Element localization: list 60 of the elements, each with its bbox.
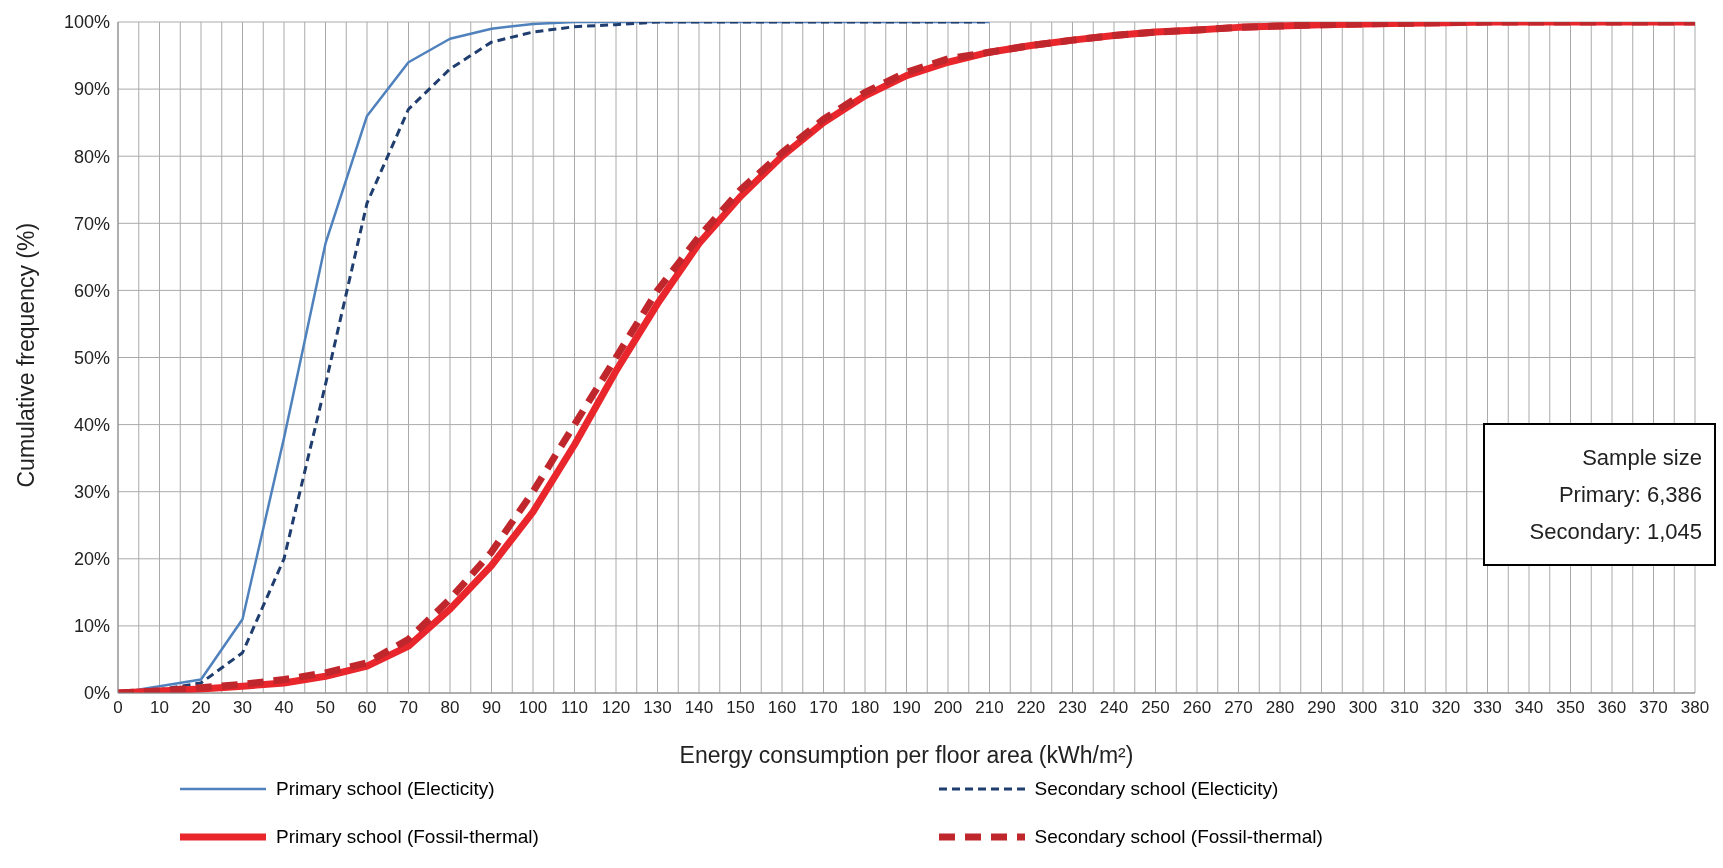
x-tick-label: 30 — [233, 698, 252, 718]
legend-label: Primary school (Electicity) — [276, 778, 495, 800]
x-tick-label: 230 — [1058, 698, 1087, 718]
annotation: Sample size — [1581, 444, 1702, 472]
x-tick-label: 370 — [1639, 698, 1668, 718]
note-box: Sample size Primary: 6,386 Secondary: 1,045 — [1483, 423, 1716, 566]
x-tick-label: 40 — [274, 698, 294, 718]
x-tick-label: 240 — [1099, 698, 1129, 718]
y-tick-label: 10% — [73, 616, 110, 637]
annotation: Primary: 6,386 — [1557, 481, 1702, 509]
y-tick-label: 0% — [83, 683, 110, 704]
x-tick-label: 330 — [1473, 698, 1502, 718]
x-tick-label: 140 — [684, 698, 714, 718]
y-tick-label: 90% — [73, 79, 110, 100]
x-tick-label: 180 — [850, 698, 880, 718]
y-tick-label: 70% — [73, 213, 110, 234]
x-tick-label: 100 — [518, 698, 548, 718]
x-tick-label: 290 — [1307, 698, 1336, 718]
y-tick-label: 100% — [63, 12, 110, 33]
y-axis-title: Cumulative frequency (%) — [13, 222, 40, 488]
annotation: Secondary: 1,045 — [1528, 518, 1702, 546]
x-tick-label: 340 — [1514, 698, 1544, 718]
x-tick-label: 90 — [482, 698, 501, 718]
x-tick-label: 170 — [809, 698, 838, 718]
x-tick-label: 190 — [892, 698, 921, 718]
y-tick-label: 80% — [73, 146, 110, 167]
x-tick-label: 310 — [1390, 698, 1419, 718]
x-tick-label: 70 — [399, 698, 418, 718]
x-tick-label: 10 — [150, 698, 169, 718]
y-tick-label: 60% — [73, 280, 110, 301]
x-tick-label: 200 — [933, 698, 963, 718]
x-tick-label: 250 — [1141, 698, 1170, 718]
y-tick-label: 50% — [73, 347, 110, 368]
x-tick-label: 220 — [1016, 698, 1046, 718]
x-tick-label: 300 — [1348, 698, 1378, 718]
y-tick-label: 40% — [73, 414, 110, 435]
x-tick-label: 280 — [1265, 698, 1295, 718]
x-tick-label: 110 — [560, 698, 589, 718]
x-tick-label: 270 — [1224, 698, 1253, 718]
y-tick-label: 30% — [73, 482, 110, 503]
x-tick-label: 120 — [601, 698, 631, 718]
x-axis-title: Energy consumption per floor area (kWh/m²) — [679, 742, 1134, 768]
legend-label: Primary school (Fossil-thermal) — [276, 826, 539, 848]
x-tick-label: 380 — [1680, 698, 1710, 718]
x-tick-label: 130 — [643, 698, 672, 718]
x-tick-label: 210 — [975, 698, 1004, 718]
x-tick-label: 150 — [726, 698, 755, 718]
x-tick-label: 260 — [1182, 698, 1212, 718]
x-tick-label: 80 — [440, 698, 460, 718]
x-tick-label: 350 — [1556, 698, 1585, 718]
x-tick-label: 60 — [357, 698, 377, 718]
legend-label: Secondary school (Fossil-thermal) — [1034, 826, 1323, 848]
x-tick-label: 160 — [767, 698, 797, 718]
x-tick-label: 50 — [316, 698, 335, 718]
x-tick-label: 320 — [1431, 698, 1461, 718]
x-tick-label: 360 — [1597, 698, 1627, 718]
x-tick-label: 20 — [191, 698, 211, 718]
y-tick-label: 20% — [73, 549, 110, 570]
legend-label: Secondary school (Electicity) — [1034, 778, 1279, 800]
x-tick-label: 0 — [113, 698, 123, 718]
